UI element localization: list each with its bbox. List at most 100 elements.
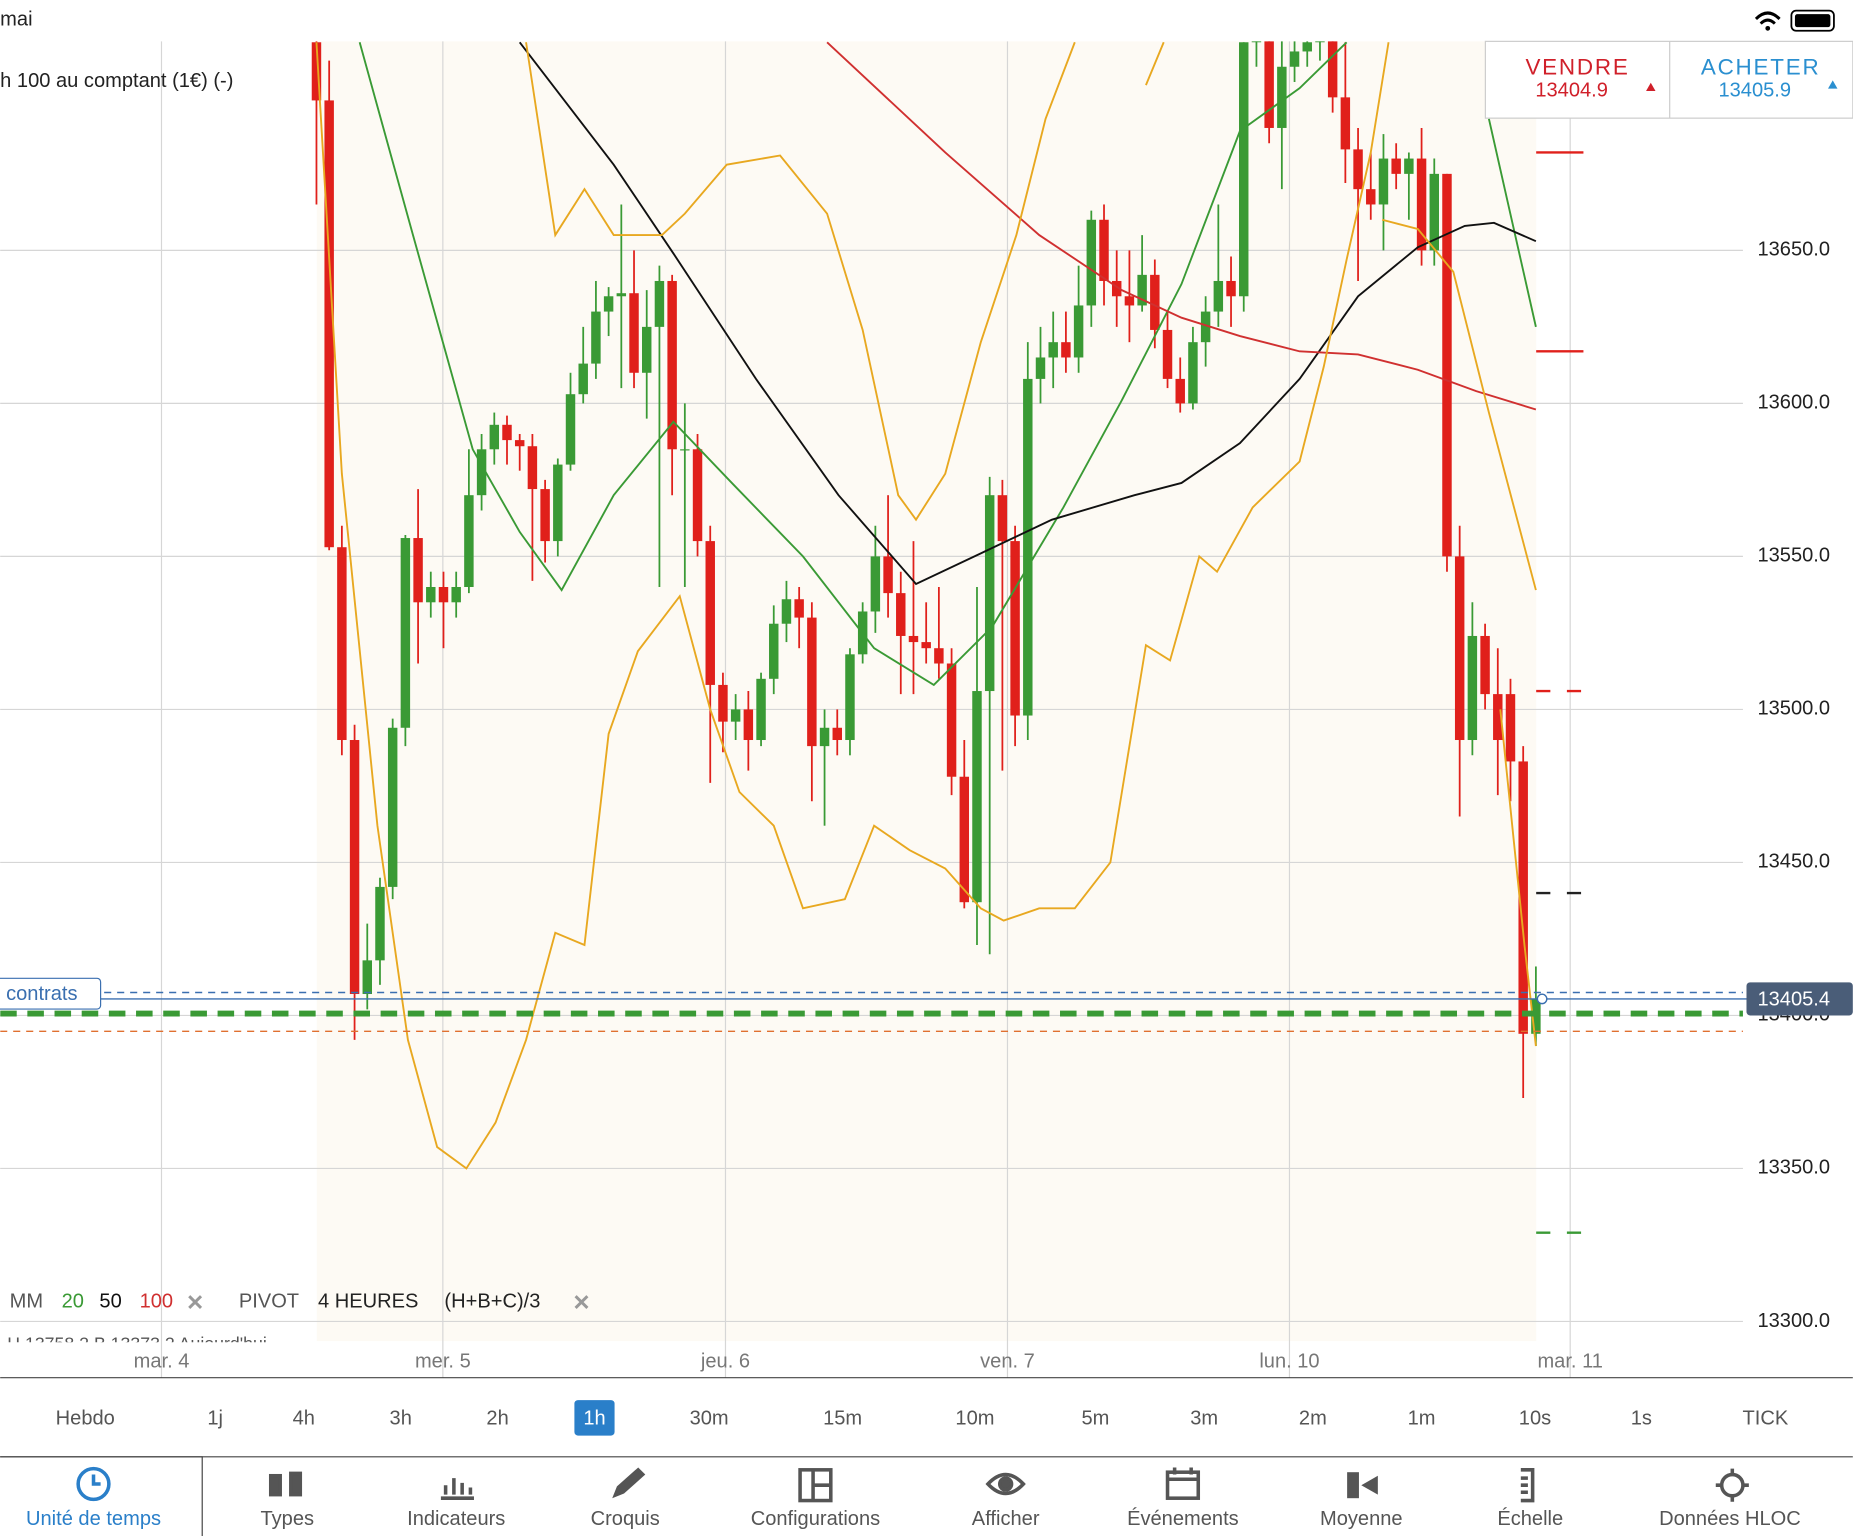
timeframe-button[interactable]: Hebdo xyxy=(56,1407,115,1429)
last-price-label: 13405.4 xyxy=(1757,988,1830,1010)
candle-body xyxy=(1124,296,1135,306)
tab-button[interactable]: Données HLOC xyxy=(1659,1508,1801,1530)
candle-body xyxy=(934,648,944,664)
candle-body xyxy=(883,556,893,594)
timeframe-button[interactable]: 1h xyxy=(583,1407,605,1429)
candle-body xyxy=(1416,158,1427,251)
timeframe-button[interactable]: 10m xyxy=(955,1407,994,1429)
sell-label[interactable]: VENDRE xyxy=(1525,54,1629,79)
candle-body xyxy=(1289,51,1300,67)
candle-body xyxy=(337,547,347,741)
tab-button[interactable]: Moyenne xyxy=(1320,1508,1403,1530)
candle-body xyxy=(781,599,792,624)
buy-label[interactable]: ACHETER xyxy=(1701,54,1821,79)
timeframe-button[interactable]: 3m xyxy=(1190,1407,1218,1429)
candle-body xyxy=(1023,378,1033,716)
candle-body xyxy=(1213,280,1224,312)
timeframe-button[interactable]: 2h xyxy=(486,1407,508,1429)
timeframe-selected[interactable] xyxy=(574,1400,615,1436)
candle-body xyxy=(921,642,931,649)
timeframe-button[interactable]: 1j xyxy=(207,1407,223,1429)
x-tick-label: mer. 5 xyxy=(415,1351,471,1373)
tab-button[interactable]: Croquis xyxy=(591,1508,660,1530)
tab-button[interactable]: Configurations xyxy=(751,1508,880,1530)
candle-body xyxy=(1035,357,1046,379)
candle-body xyxy=(743,709,754,741)
timeframe-button[interactable]: 4h xyxy=(293,1407,315,1429)
status-time: mai xyxy=(0,8,32,30)
tab-button[interactable]: Unité de temps xyxy=(26,1508,161,1530)
tab-button[interactable]: Indicateurs xyxy=(407,1508,505,1530)
moving-average xyxy=(826,41,1537,411)
timeframe-button[interactable]: 1s xyxy=(1631,1407,1652,1429)
sell-price[interactable]: 13404.9 xyxy=(1535,79,1608,101)
candle-body xyxy=(1277,66,1287,128)
status-icons xyxy=(1754,9,1835,32)
remove-icon[interactable] xyxy=(188,1295,203,1310)
timeframe-button[interactable]: 2m xyxy=(1299,1407,1327,1429)
timeframe-button[interactable]: 15m xyxy=(823,1407,862,1429)
candle-body xyxy=(1518,761,1528,1034)
candle-body xyxy=(1111,280,1122,297)
candle-body xyxy=(426,586,436,603)
band-background xyxy=(316,41,1537,1342)
candle-body xyxy=(946,663,957,777)
timeframe-button[interactable]: 30m xyxy=(690,1407,729,1429)
position-tag[interactable]: contrats xyxy=(0,977,102,1010)
candle-body xyxy=(1454,556,1465,741)
candle-body xyxy=(1226,280,1236,297)
candle-body xyxy=(1302,42,1312,52)
candle-body xyxy=(1175,378,1185,404)
candle-body xyxy=(464,495,474,587)
candle-body xyxy=(756,678,766,741)
candle-body xyxy=(324,100,334,548)
buy-price[interactable]: 13405.9 xyxy=(1718,79,1791,101)
pivot-info: H 13758.2 B 13373.2 Aujourd'hui xyxy=(7,1333,267,1353)
x-tick-label: lun. 10 xyxy=(1259,1351,1319,1373)
last-price-dot xyxy=(1536,993,1548,1005)
timeframe-button[interactable]: 5m xyxy=(1082,1407,1110,1429)
remove-icon[interactable] xyxy=(574,1295,589,1310)
candle-body xyxy=(959,776,970,903)
mm-period: 50 xyxy=(99,1290,121,1312)
y-tick-label: 13600.0 xyxy=(1757,392,1830,414)
timeframe-button[interactable]: 1m xyxy=(1408,1407,1436,1429)
candle-body xyxy=(1150,274,1160,330)
quote-box[interactable]: VENDRE 13404.9 ACHETER 13405.9 xyxy=(1484,40,1853,119)
candle-body xyxy=(311,42,322,101)
candle-body xyxy=(1366,189,1376,205)
moving-average xyxy=(358,41,1537,687)
tab-button[interactable]: Types xyxy=(260,1508,314,1530)
x-tick-label: ven. 7 xyxy=(980,1351,1035,1373)
y-tick-label: 13500.0 xyxy=(1757,698,1830,720)
candle-body xyxy=(400,538,411,728)
candle-body xyxy=(1480,635,1490,695)
mm-label: MM xyxy=(10,1290,43,1312)
candle-body xyxy=(870,556,881,612)
candle-body xyxy=(984,495,995,692)
candle-body xyxy=(1239,42,1249,297)
candle-body xyxy=(972,691,982,903)
mm-period: 100 xyxy=(140,1290,174,1312)
timeframe-button[interactable]: 3h xyxy=(390,1407,412,1429)
candle-body xyxy=(730,709,741,722)
y-tick-label: 13300.0 xyxy=(1757,1310,1830,1332)
candle-body xyxy=(819,727,830,747)
tab-button[interactable]: Événements xyxy=(1127,1507,1239,1530)
candle-body xyxy=(1188,342,1198,404)
mm-period: 20 xyxy=(62,1290,84,1312)
pivot-period: 4 HEURES xyxy=(318,1290,418,1312)
candle-body xyxy=(997,495,1008,542)
position-label[interactable]: contrats xyxy=(6,983,77,1005)
moving-average xyxy=(518,41,1537,586)
candle-body xyxy=(616,293,627,297)
timeframe-button[interactable]: TICK xyxy=(1743,1407,1789,1429)
candle-body xyxy=(1048,342,1058,358)
timeframe-button[interactable]: 10s xyxy=(1519,1407,1551,1429)
candle-body xyxy=(1378,158,1389,205)
tab-button[interactable]: Échelle xyxy=(1497,1507,1563,1530)
tab-outline xyxy=(0,1456,203,1536)
tab-button[interactable]: Afficher xyxy=(972,1508,1040,1530)
candle-body xyxy=(502,424,512,441)
candle-body xyxy=(654,280,665,327)
